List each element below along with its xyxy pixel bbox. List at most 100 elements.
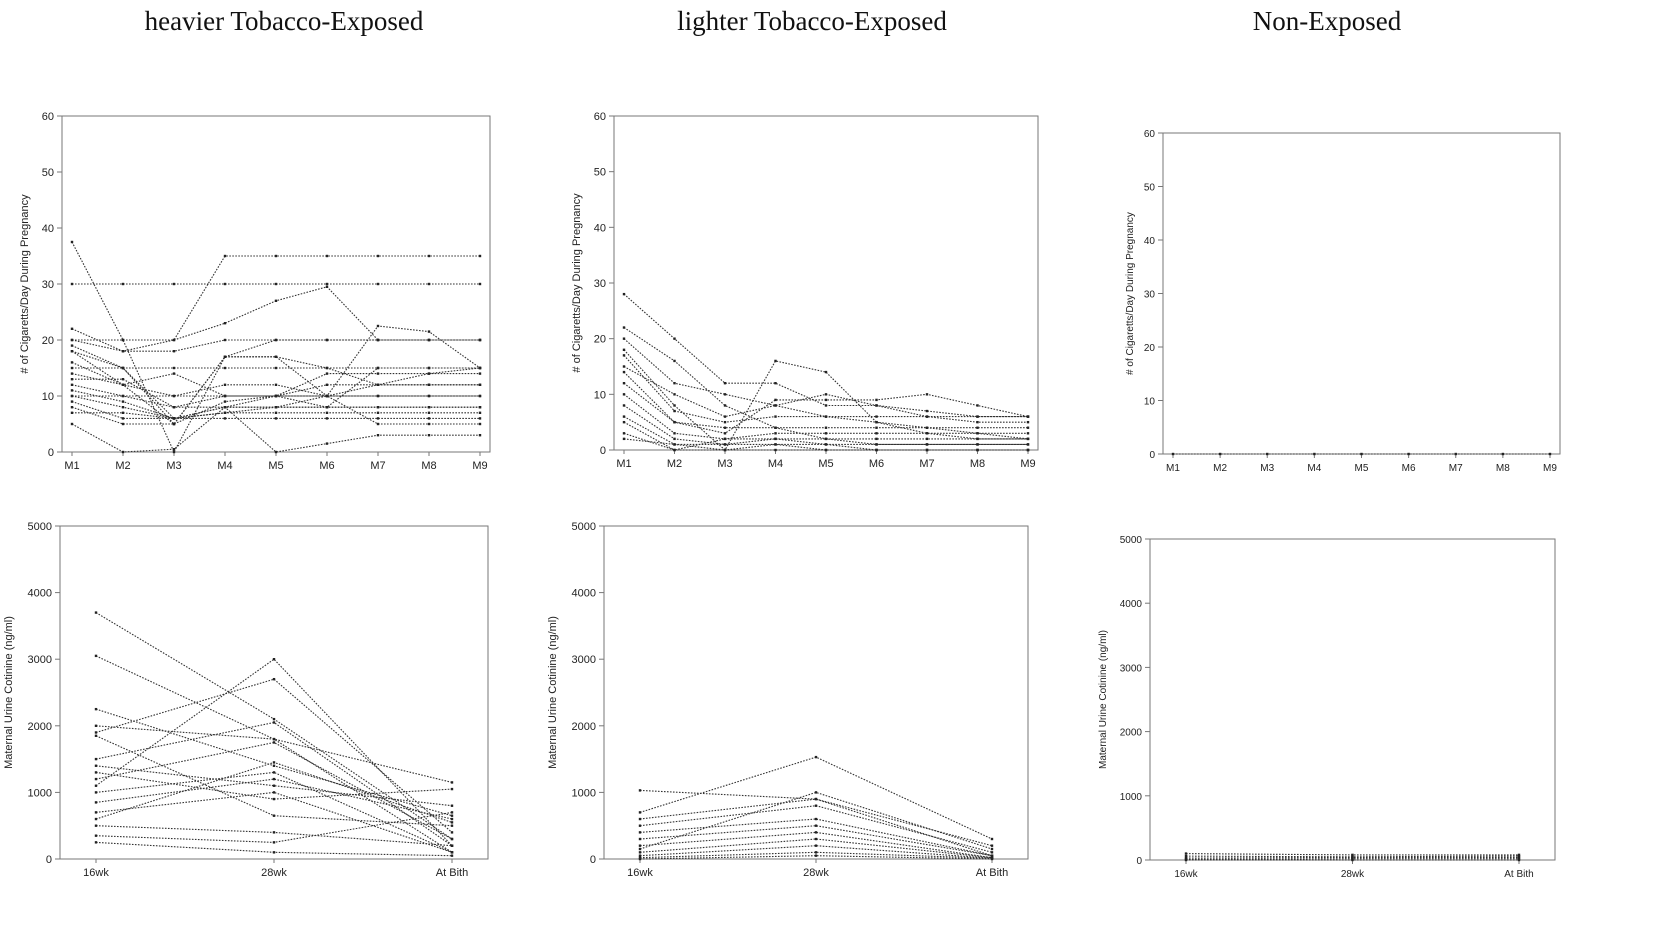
data-point	[875, 437, 878, 441]
series-line	[71, 339, 480, 425]
data-point	[450, 831, 454, 834]
data-point	[638, 851, 642, 854]
data-point	[723, 393, 727, 396]
data-point	[774, 443, 777, 446]
data-point	[94, 734, 98, 737]
x-tick-label: At Bith	[1504, 869, 1533, 880]
data-point	[925, 432, 929, 435]
data-point	[1517, 858, 1521, 862]
y-tick-label: 0	[48, 447, 54, 459]
data-point	[427, 254, 431, 258]
series-line	[71, 241, 480, 454]
data-point	[70, 338, 74, 342]
data-point	[450, 844, 454, 847]
data-point	[376, 254, 380, 258]
data-point	[450, 821, 454, 824]
x-tick-label: M6	[1402, 463, 1416, 474]
data-point	[450, 837, 454, 841]
data-point	[976, 420, 979, 424]
data-point	[376, 406, 380, 409]
data-point	[824, 443, 828, 446]
data-point	[223, 338, 227, 342]
y-tick-label: 20	[1144, 343, 1156, 354]
data-point	[376, 383, 380, 386]
data-point	[70, 344, 74, 347]
x-tick-label: M2	[667, 458, 682, 470]
data-point	[638, 844, 642, 847]
x-tick-label: 28wk	[1341, 869, 1365, 880]
data-point	[673, 437, 676, 441]
data-point	[875, 404, 878, 407]
data-point	[427, 338, 431, 342]
y-tick-label: 0	[1149, 450, 1155, 461]
data-point	[990, 847, 994, 851]
data-point	[814, 755, 818, 759]
data-point	[272, 791, 276, 794]
data-point	[925, 448, 929, 452]
y-tick-label: 40	[1144, 236, 1156, 247]
data-point	[121, 338, 125, 342]
data-point	[172, 448, 176, 451]
data-point	[223, 394, 227, 398]
data-point	[1266, 452, 1269, 456]
data-point	[121, 450, 125, 454]
data-point	[172, 350, 176, 353]
data-point	[325, 406, 329, 409]
data-point	[1184, 856, 1188, 860]
data-point	[824, 393, 828, 396]
data-point	[824, 437, 828, 441]
series-line	[95, 771, 453, 853]
data-point	[990, 854, 994, 857]
data-point	[875, 398, 878, 402]
y-tick-label: 40	[42, 223, 54, 235]
data-point	[450, 804, 454, 807]
data-point	[272, 764, 276, 767]
series-line	[71, 350, 480, 425]
series-line	[623, 349, 1028, 451]
y-tick-label: 50	[1144, 183, 1156, 194]
x-tick-label: M7	[370, 460, 385, 472]
data-point	[325, 282, 329, 286]
data-point	[94, 817, 98, 821]
data-point	[272, 761, 276, 764]
series-line	[95, 778, 453, 820]
data-point	[121, 406, 125, 409]
data-point	[814, 844, 818, 847]
x-tick-label: 16wk	[1174, 869, 1198, 880]
y-tick-label: 20	[42, 335, 54, 347]
data-point	[774, 437, 777, 441]
data-point	[478, 254, 482, 258]
x-tick-label: M9	[1543, 463, 1557, 474]
data-point	[450, 851, 454, 854]
plot-frame	[603, 525, 1029, 860]
series-line	[639, 825, 993, 857]
y-tick-label: 30	[1144, 290, 1156, 301]
data-point	[274, 411, 278, 414]
data-point	[478, 422, 482, 426]
x-tick-label: M7	[1449, 463, 1463, 474]
series-line	[623, 338, 1029, 440]
data-point	[427, 282, 431, 286]
data-point	[70, 383, 74, 386]
data-point	[94, 791, 98, 794]
y-tick-label: 60	[42, 111, 54, 123]
data-point	[875, 426, 878, 429]
data-point	[450, 814, 454, 817]
data-point	[1351, 857, 1354, 860]
data-point	[824, 404, 828, 407]
data-point	[638, 811, 642, 814]
data-point	[774, 398, 777, 402]
data-point	[622, 382, 626, 385]
data-point	[376, 411, 380, 414]
data-point	[121, 400, 125, 403]
data-point	[638, 854, 642, 857]
data-point	[70, 422, 74, 426]
data-point	[172, 338, 176, 342]
x-tick-label: M6	[869, 458, 884, 470]
data-point	[622, 326, 626, 329]
data-point	[272, 741, 276, 744]
data-point	[1501, 452, 1505, 456]
data-point	[94, 784, 98, 787]
data-point	[824, 398, 828, 402]
data-point	[121, 366, 125, 370]
